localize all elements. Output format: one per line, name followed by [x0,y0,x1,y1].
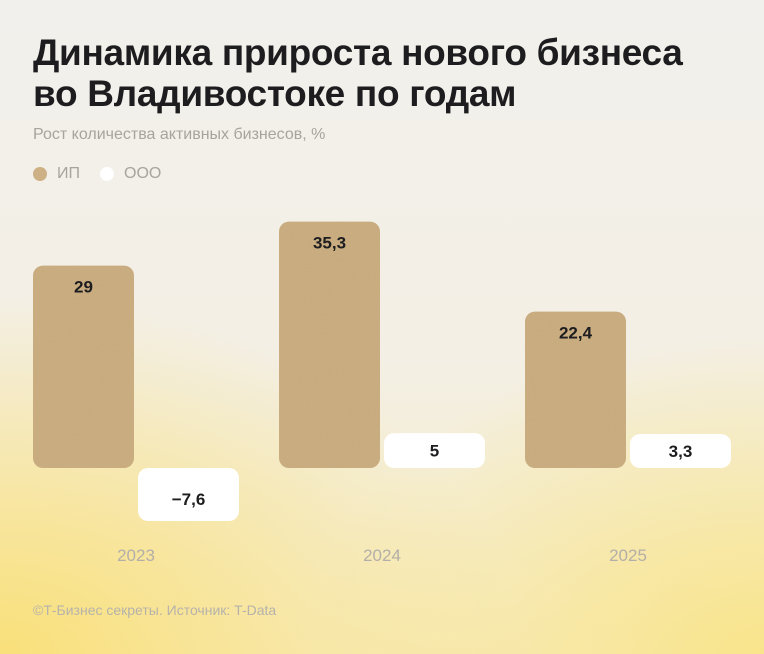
data-label-ooo-2023: −7,6 [172,490,206,509]
category-label-2024: 2024 [363,546,401,565]
data-label-ip-2024: 35,3 [313,234,346,253]
legend-item-ooo: ООО [100,165,161,183]
legend-swatch-ip [33,167,47,181]
category-label-2025: 2025 [609,546,647,565]
bar-ip-2024 [279,221,380,468]
bar-ooo-2024 [384,433,485,468]
legend: ИП ООО [33,165,181,183]
bar-ip-2025 [525,311,626,468]
legend-swatch-ooo [100,167,114,181]
footer-source: ©Т-Бизнес секреты. Источник: T-Data [33,602,277,618]
legend-label-ip: ИП [57,165,80,182]
chart-subtitle: Рост количества активных бизнесов, % [33,126,326,143]
data-label-ooo-2025: 3,3 [669,442,693,461]
bar-ooo-2023 [138,468,239,521]
chart-title: Динамика прироста нового бизнеса во Влад… [33,32,683,114]
data-label-ip-2023: 29 [74,278,93,297]
bar-ooo-2025 [630,434,731,468]
data-label-ooo-2024: 5 [430,442,439,461]
category-label-2023: 2023 [117,546,155,565]
legend-label-ooo: ООО [124,165,162,182]
legend-item-ip: ИП [33,165,80,183]
bar-ip-2023 [33,265,134,468]
data-label-ip-2025: 22,4 [559,324,593,343]
